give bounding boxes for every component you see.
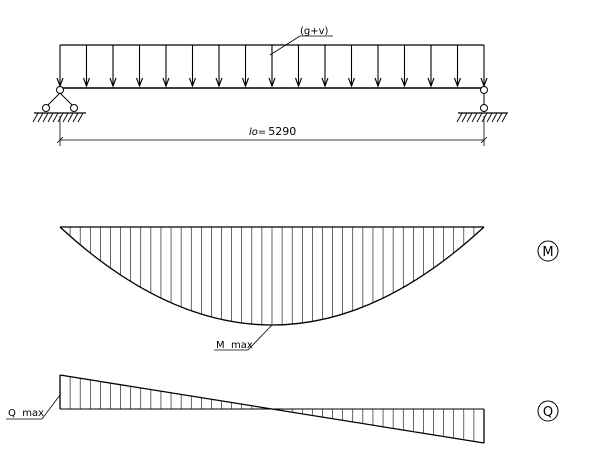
load-arrow: [480, 45, 488, 88]
shear-symbol-circle: [537, 400, 559, 422]
shear-symbol: Q: [543, 405, 553, 420]
load-arrow: [241, 45, 250, 88]
load-arrow: [162, 45, 170, 88]
moment-diagram: [59, 226, 485, 326]
shear-hatch: [69, 376, 475, 442]
span-symbol: lo: [249, 127, 258, 138]
moment-hatch: [69, 227, 475, 325]
load-arrow: [321, 45, 329, 88]
moment-symbol: M: [542, 245, 553, 260]
load-arrow: [215, 45, 223, 88]
load-arrow: [109, 45, 117, 88]
load-arrow: [268, 45, 276, 88]
distributed-load: [56, 44, 488, 88]
span-dimension: [56, 116, 488, 146]
moment-max-leader: [247, 324, 273, 351]
moment-symbol-circle: [537, 240, 559, 262]
load-label-leader: [269, 35, 301, 56]
load-arrow: [347, 45, 356, 88]
load-arrow: [374, 45, 382, 88]
load-arrow: [294, 45, 303, 88]
load-arrow: [453, 45, 462, 88]
load-arrow: [56, 45, 64, 88]
ground-hatch: [32, 112, 84, 123]
right-roller-support: [456, 86, 508, 123]
shear-diagram: [59, 374, 485, 444]
span-label: lo= 5290: [249, 125, 296, 138]
load-arrow: [427, 45, 435, 88]
moment-max-label: M max: [216, 340, 253, 351]
left-pinned-support: [32, 86, 86, 123]
shear-max-label: Q max: [8, 408, 44, 419]
load-label: (g+v): [300, 26, 329, 37]
load-arrow: [400, 45, 409, 88]
span-value: 5290: [268, 125, 296, 138]
ground-hatch: [456, 112, 508, 123]
span-equals: =: [258, 127, 266, 138]
load-arrow: [82, 45, 91, 88]
shear-max-leader: [41, 394, 61, 420]
load-arrows: [56, 45, 488, 88]
load-arrow: [135, 45, 144, 88]
load-arrow: [188, 45, 197, 88]
